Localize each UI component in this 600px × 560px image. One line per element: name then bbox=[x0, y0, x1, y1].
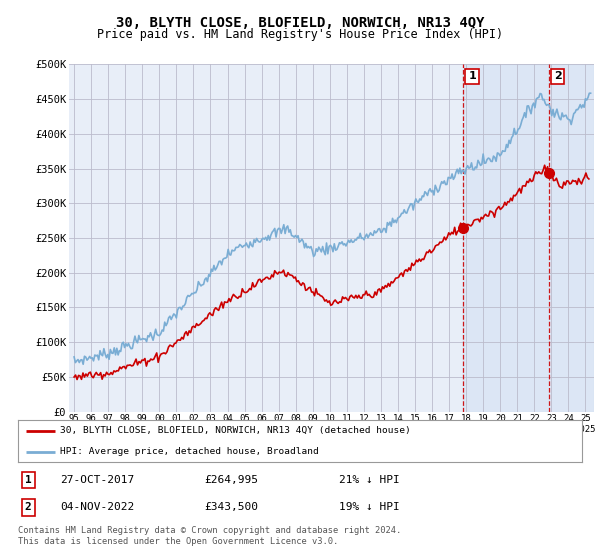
Text: 2: 2 bbox=[25, 502, 32, 512]
Text: HPI: Average price, detached house, Broadland: HPI: Average price, detached house, Broa… bbox=[60, 447, 319, 456]
Text: 27-OCT-2017: 27-OCT-2017 bbox=[60, 475, 134, 485]
Text: 2: 2 bbox=[554, 71, 562, 81]
Text: 1: 1 bbox=[25, 475, 32, 485]
Text: Price paid vs. HM Land Registry's House Price Index (HPI): Price paid vs. HM Land Registry's House … bbox=[97, 28, 503, 41]
Text: 21% ↓ HPI: 21% ↓ HPI bbox=[340, 475, 400, 485]
Text: 30, BLYTH CLOSE, BLOFIELD, NORWICH, NR13 4QY (detached house): 30, BLYTH CLOSE, BLOFIELD, NORWICH, NR13… bbox=[60, 426, 411, 435]
Text: 1: 1 bbox=[468, 71, 476, 81]
Text: £343,500: £343,500 bbox=[204, 502, 258, 512]
Text: 04-NOV-2022: 04-NOV-2022 bbox=[60, 502, 134, 512]
Text: £264,995: £264,995 bbox=[204, 475, 258, 485]
Bar bbox=[463, 64, 594, 412]
Text: Contains HM Land Registry data © Crown copyright and database right 2024.
This d: Contains HM Land Registry data © Crown c… bbox=[18, 526, 401, 546]
Text: 19% ↓ HPI: 19% ↓ HPI bbox=[340, 502, 400, 512]
Text: 30, BLYTH CLOSE, BLOFIELD, NORWICH, NR13 4QY: 30, BLYTH CLOSE, BLOFIELD, NORWICH, NR13… bbox=[116, 16, 484, 30]
